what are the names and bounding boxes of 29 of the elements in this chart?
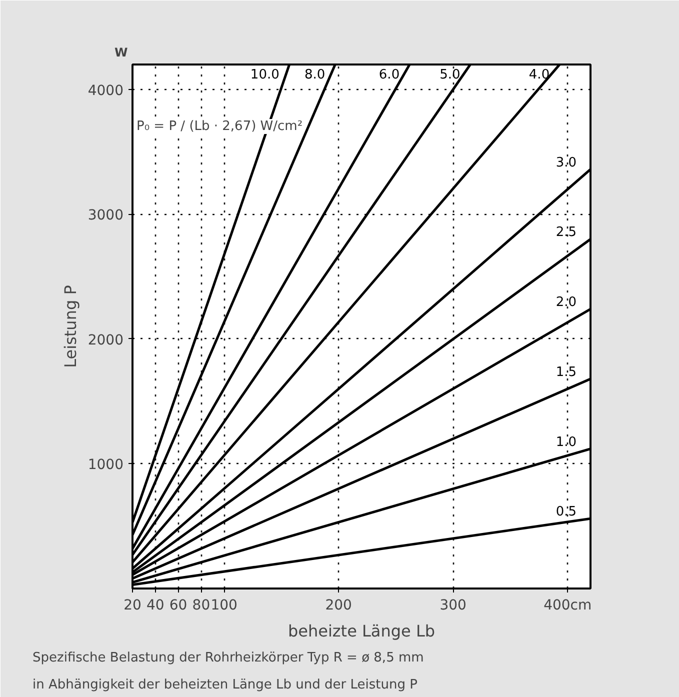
series-label: 6.0: [378, 68, 400, 82]
series-label: 3.0: [556, 155, 577, 170]
series-label: 1.0: [556, 434, 577, 450]
x-axis-title: beheizte Länge Lb: [288, 622, 436, 640]
y-tick-label: 4000: [88, 82, 124, 99]
x-tick-label: 60: [169, 598, 188, 614]
series-label: 2.0: [556, 295, 577, 310]
x-tick-label: 300: [440, 598, 466, 614]
text: in Abhängigkeit der beheizten Länge Lb und der Leistung P: [32, 678, 418, 692]
x-tick-label: 20: [124, 598, 142, 614]
series-label: 10.0: [250, 68, 280, 82]
x-tick-label: 100: [210, 598, 238, 614]
series-label: 2.5: [556, 225, 577, 240]
series-label: 1.5: [556, 364, 577, 380]
series-label: 8.0: [304, 68, 326, 82]
y-tick-label: 2000: [88, 332, 124, 348]
x-tick-label: 40: [146, 598, 164, 614]
x-tick-label: 80: [192, 598, 210, 614]
text: W: [114, 46, 128, 60]
x-tick-label: 400cm: [544, 598, 592, 614]
x-tick-label: 200: [325, 598, 352, 614]
annotation: P₀ = P / (Lb · 2,67) W/cm²: [136, 119, 303, 134]
series-label: 4.0: [528, 68, 550, 82]
text: Spezifische Belastung der Rohrheizkörper Typ R = ø 8,5 mm: [32, 650, 424, 666]
y-tick-label: 3000: [88, 208, 124, 224]
y-axis-title: Leistung P: [60, 284, 80, 368]
y-tick-label: 1000: [88, 457, 124, 474]
series-label: 5.0: [440, 68, 460, 82]
series-label: 0.5: [556, 504, 577, 520]
